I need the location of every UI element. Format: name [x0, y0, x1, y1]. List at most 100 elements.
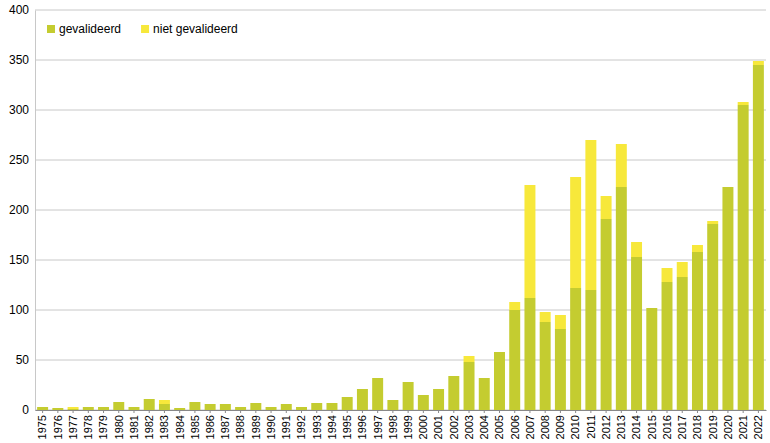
tick-label: 50: [16, 353, 30, 367]
tick-mark: [758, 410, 759, 413]
bar: [753, 65, 764, 410]
bar: [540, 322, 551, 410]
legend-item: gevalideerd: [47, 22, 121, 36]
tick-label: 2016: [661, 415, 673, 439]
tick-label: 2018: [691, 415, 703, 439]
bar: [311, 403, 322, 410]
bar: [692, 245, 703, 252]
tick-label: 2004: [478, 415, 490, 439]
bar: [98, 407, 109, 408]
tick: 50: [16, 353, 35, 367]
tick: 2010: [569, 410, 581, 439]
bar: [281, 404, 292, 405]
bar: [616, 144, 627, 187]
tick-label: 1999: [402, 415, 414, 439]
tick: 1975: [36, 410, 48, 439]
bar: [555, 315, 566, 329]
tick-label: 1996: [356, 415, 368, 439]
tick: 2020: [722, 410, 734, 439]
bar: [205, 404, 216, 405]
tick: 2017: [676, 410, 688, 439]
tick-mark: [667, 410, 668, 413]
tick-mark: [286, 410, 287, 413]
bar: [433, 389, 444, 410]
tick-mark: [133, 410, 134, 413]
bars: [37, 61, 764, 410]
tick-label: 2001: [432, 415, 444, 439]
bar: [159, 400, 170, 404]
tick-label: 1979: [97, 415, 109, 439]
bar: [159, 404, 170, 410]
bar: [692, 252, 703, 410]
bar: [129, 407, 140, 410]
tick-label: 1993: [311, 415, 323, 439]
tick-mark: [423, 410, 424, 413]
axis-line: [35, 11, 36, 411]
bar: [113, 402, 124, 403]
bar: [235, 407, 246, 408]
tick: 350: [9, 53, 35, 67]
grid-line: [35, 60, 766, 61]
tick-label: 2008: [539, 415, 551, 439]
tick: 2003: [463, 410, 475, 439]
tick-mark: [743, 410, 744, 413]
tick: 2011: [585, 410, 597, 439]
tick-mark: [590, 410, 591, 413]
tick-label: 150: [9, 253, 29, 267]
chart: 0501001502002503003504001975197619771978…: [0, 0, 770, 443]
axis-line: [36, 410, 767, 411]
tick: 2022: [752, 410, 764, 439]
bar: [540, 312, 551, 322]
tick: 1984: [174, 410, 186, 439]
bar: [37, 407, 48, 410]
bar: [631, 257, 642, 410]
bar: [418, 395, 429, 410]
tick-mark: [240, 410, 241, 413]
grid: [35, 10, 766, 410]
tick: 200: [9, 203, 35, 217]
tick: 2005: [493, 410, 505, 439]
tick: 2016: [661, 410, 673, 439]
bar: [281, 404, 292, 410]
tick-label: 2009: [554, 415, 566, 439]
tick-mark: [560, 410, 561, 413]
tick: 2000: [417, 410, 429, 439]
tick-mark: [73, 410, 74, 413]
bar: [220, 404, 231, 405]
tick-label: 250: [9, 153, 29, 167]
bar: [403, 382, 414, 383]
tick-mark: [651, 410, 652, 413]
bar: [601, 219, 612, 410]
tick: 1977: [67, 410, 79, 439]
tick: 2012: [600, 410, 612, 439]
tick-label: 1991: [280, 415, 292, 439]
tick-label: 2013: [615, 415, 627, 439]
bar: [52, 408, 63, 410]
bar: [326, 403, 337, 410]
tick-mark: [210, 410, 211, 413]
tick-mark: [179, 410, 180, 413]
bar: [37, 407, 48, 408]
tick-label: 1985: [189, 415, 201, 439]
tick: 1997: [372, 410, 384, 439]
bar: [494, 352, 505, 410]
tick-label: 1983: [158, 415, 170, 439]
tick: 1978: [82, 410, 94, 439]
bar: [616, 187, 627, 410]
tick: 2009: [554, 410, 566, 439]
tick-mark: [575, 410, 576, 413]
bar: [296, 407, 307, 410]
bar: [83, 407, 94, 408]
tick-label: 1975: [36, 415, 48, 439]
tick-label: 350: [9, 53, 29, 67]
tick-mark: [194, 410, 195, 413]
tick-mark: [529, 410, 530, 413]
bar: [357, 389, 368, 410]
bar: [189, 402, 200, 410]
bar: [250, 403, 261, 404]
tick: 1991: [280, 410, 292, 439]
tick-mark: [362, 410, 363, 413]
bar: [722, 187, 733, 410]
tick-label: 0: [22, 403, 29, 417]
tick-label: 1986: [204, 415, 216, 439]
